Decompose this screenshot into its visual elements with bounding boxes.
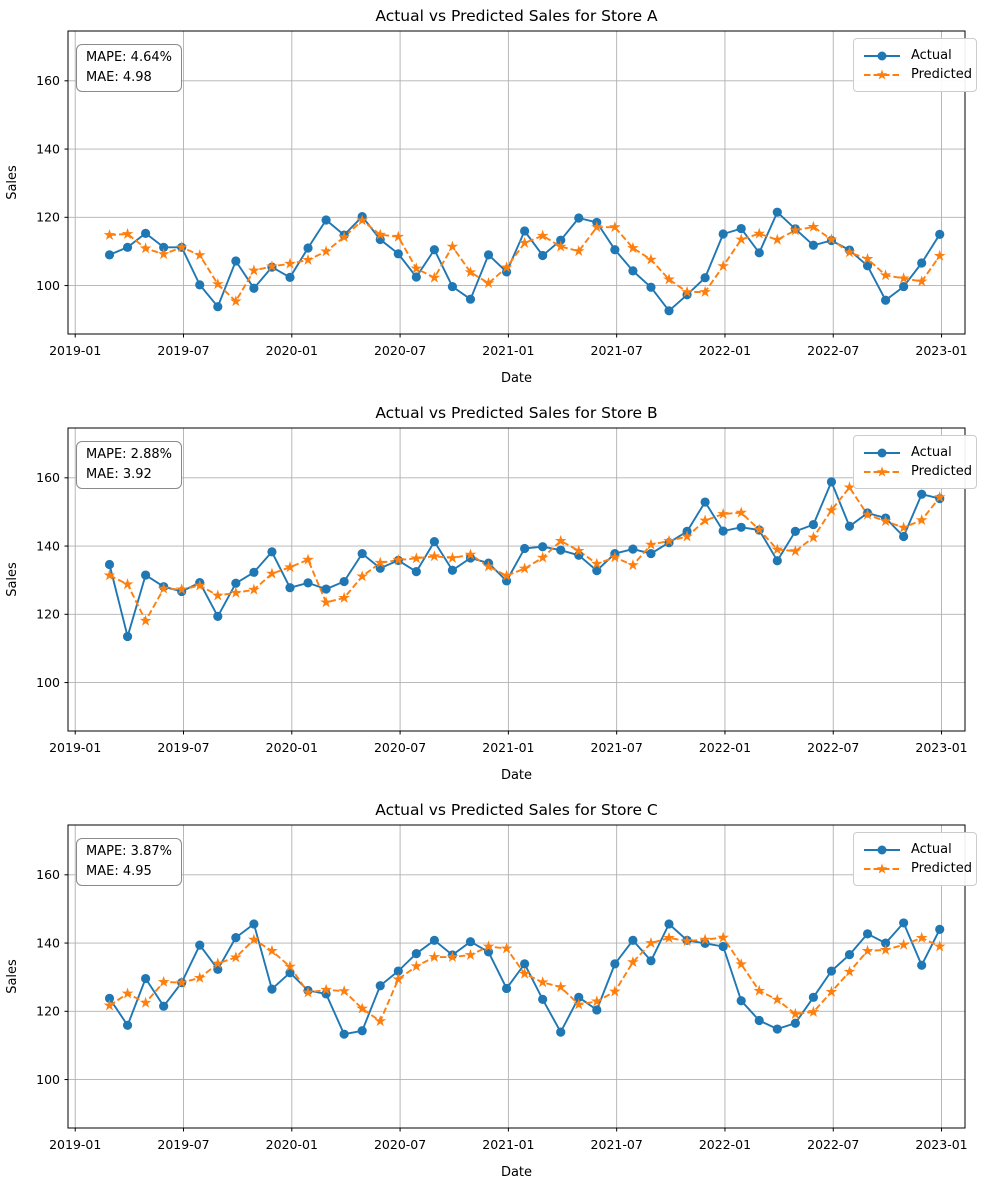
metrics-annotation-store-b: MAPE: 2.88% MAE: 3.92 <box>76 441 182 489</box>
svg-text:Sales: Sales <box>5 562 20 597</box>
svg-text:2021-07: 2021-07 <box>591 343 643 358</box>
legend-label-actual: Actual <box>911 48 952 63</box>
svg-text:2020-07: 2020-07 <box>374 1137 426 1152</box>
legend-label-predicted: Predicted <box>911 861 973 876</box>
actual-line-icon <box>864 448 900 457</box>
svg-text:2020-01: 2020-01 <box>266 343 318 358</box>
svg-text:2021-01: 2021-01 <box>482 1137 534 1152</box>
svg-text:140: 140 <box>36 538 60 553</box>
svg-text:2020-01: 2020-01 <box>266 740 318 755</box>
plot-area-store-b: 2019-01 2019-07 2020-01 2020-07 2021-01 2021-… <box>5 427 968 783</box>
svg-text:2019-07: 2019-07 <box>157 740 209 755</box>
svg-text:2021-07: 2021-07 <box>591 740 643 755</box>
svg-text:2019-01: 2019-01 <box>49 740 101 755</box>
svg-text:2022-07: 2022-07 <box>807 740 859 755</box>
svg-text:2022-01: 2022-01 <box>699 740 751 755</box>
svg-text:Date: Date <box>501 768 532 783</box>
plot-area-store-a: 2019-01 2019-07 2020-01 2020-07 2021-01 2021-… <box>5 30 968 386</box>
mape-value: MAPE: 3.87% <box>86 844 172 859</box>
chart-store-a: 2019-01 2019-07 2020-01 2020-07 2021-01 2021-… <box>0 0 989 396</box>
legend-item-predicted: Predicted <box>862 65 972 84</box>
svg-text:2023-01: 2023-01 <box>915 740 967 755</box>
svg-text:2022-07: 2022-07 <box>807 1137 859 1152</box>
predicted-line-icon <box>864 862 900 874</box>
chart-store-b: 2019-01 2019-07 2020-01 2020-07 2021-01 2021-… <box>0 397 989 793</box>
svg-text:2019-07: 2019-07 <box>157 343 209 358</box>
svg-text:2022-01: 2022-01 <box>699 343 751 358</box>
svg-text:120: 120 <box>36 210 60 225</box>
svg-text:140: 140 <box>36 141 60 156</box>
svg-text:2022-07: 2022-07 <box>807 343 859 358</box>
svg-text:2020-07: 2020-07 <box>374 343 426 358</box>
svg-text:2019-01: 2019-01 <box>49 1137 101 1152</box>
svg-text:Date: Date <box>501 1165 532 1180</box>
legend-store-c: Actual Predicted <box>853 832 977 886</box>
svg-text:140: 140 <box>36 935 60 950</box>
svg-text:2019-07: 2019-07 <box>157 1137 209 1152</box>
svg-text:160: 160 <box>36 867 60 882</box>
svg-text:2019-01: 2019-01 <box>49 343 101 358</box>
mae-value: MAE: 4.95 <box>86 863 152 879</box>
svg-text:2020-01: 2020-01 <box>266 1137 318 1152</box>
svg-text:2022-01: 2022-01 <box>699 1137 751 1152</box>
legend-label-actual: Actual <box>911 445 952 460</box>
predicted-line-icon <box>864 465 900 477</box>
svg-text:2021-07: 2021-07 <box>591 1137 643 1152</box>
svg-text:2021-01: 2021-01 <box>482 740 534 755</box>
svg-text:Date: Date <box>501 371 532 386</box>
mape-value: MAPE: 4.64% <box>86 50 172 65</box>
chart-title-store-a: Actual vs Predicted Sales for Store A <box>375 7 658 25</box>
svg-text:160: 160 <box>36 470 60 485</box>
legend-label-actual: Actual <box>911 842 952 857</box>
mae-value: MAE: 4.98 <box>86 69 152 85</box>
svg-text:2023-01: 2023-01 <box>915 343 967 358</box>
actual-line-icon <box>864 845 900 854</box>
svg-text:100: 100 <box>36 1072 60 1087</box>
metrics-annotation-store-a: MAPE: 4.64% MAE: 4.98 <box>76 44 182 92</box>
actual-line-icon <box>864 51 900 60</box>
svg-text:2023-01: 2023-01 <box>915 1137 967 1152</box>
chart-title-store-b: Actual vs Predicted Sales for Store B <box>375 404 658 422</box>
chart-title-store-c: Actual vs Predicted Sales for Store C <box>375 801 658 819</box>
svg-text:100: 100 <box>36 675 60 690</box>
legend-item-actual: Actual <box>862 840 968 859</box>
legend-item-actual: Actual <box>862 46 968 65</box>
svg-text:2021-01: 2021-01 <box>482 343 534 358</box>
legend-label-predicted: Predicted <box>911 67 973 82</box>
svg-text:Sales: Sales <box>5 959 20 994</box>
predicted-line-icon <box>864 68 900 80</box>
svg-text:120: 120 <box>36 1004 60 1019</box>
mae-value: MAE: 3.92 <box>86 466 152 482</box>
plot-area-store-c: 2019-01 2019-07 2020-01 2020-07 2021-01 2021-… <box>5 824 968 1180</box>
legend-store-b: Actual Predicted <box>853 435 977 489</box>
svg-text:2020-07: 2020-07 <box>374 740 426 755</box>
legend-label-predicted: Predicted <box>911 464 973 479</box>
chart-store-c: 2019-01 2019-07 2020-01 2020-07 2021-01 2021-… <box>0 794 989 1190</box>
svg-text:120: 120 <box>36 607 60 622</box>
legend-item-predicted: Predicted <box>862 859 972 878</box>
svg-text:100: 100 <box>36 278 60 293</box>
legend-store-a: Actual Predicted <box>853 38 977 92</box>
metrics-annotation-store-c: MAPE: 3.87% MAE: 4.95 <box>76 838 182 886</box>
mape-value: MAPE: 2.88% <box>86 447 172 462</box>
svg-text:Sales: Sales <box>5 165 20 200</box>
svg-text:160: 160 <box>36 73 60 88</box>
legend-item-actual: Actual <box>862 443 968 462</box>
legend-item-predicted: Predicted <box>862 462 972 481</box>
